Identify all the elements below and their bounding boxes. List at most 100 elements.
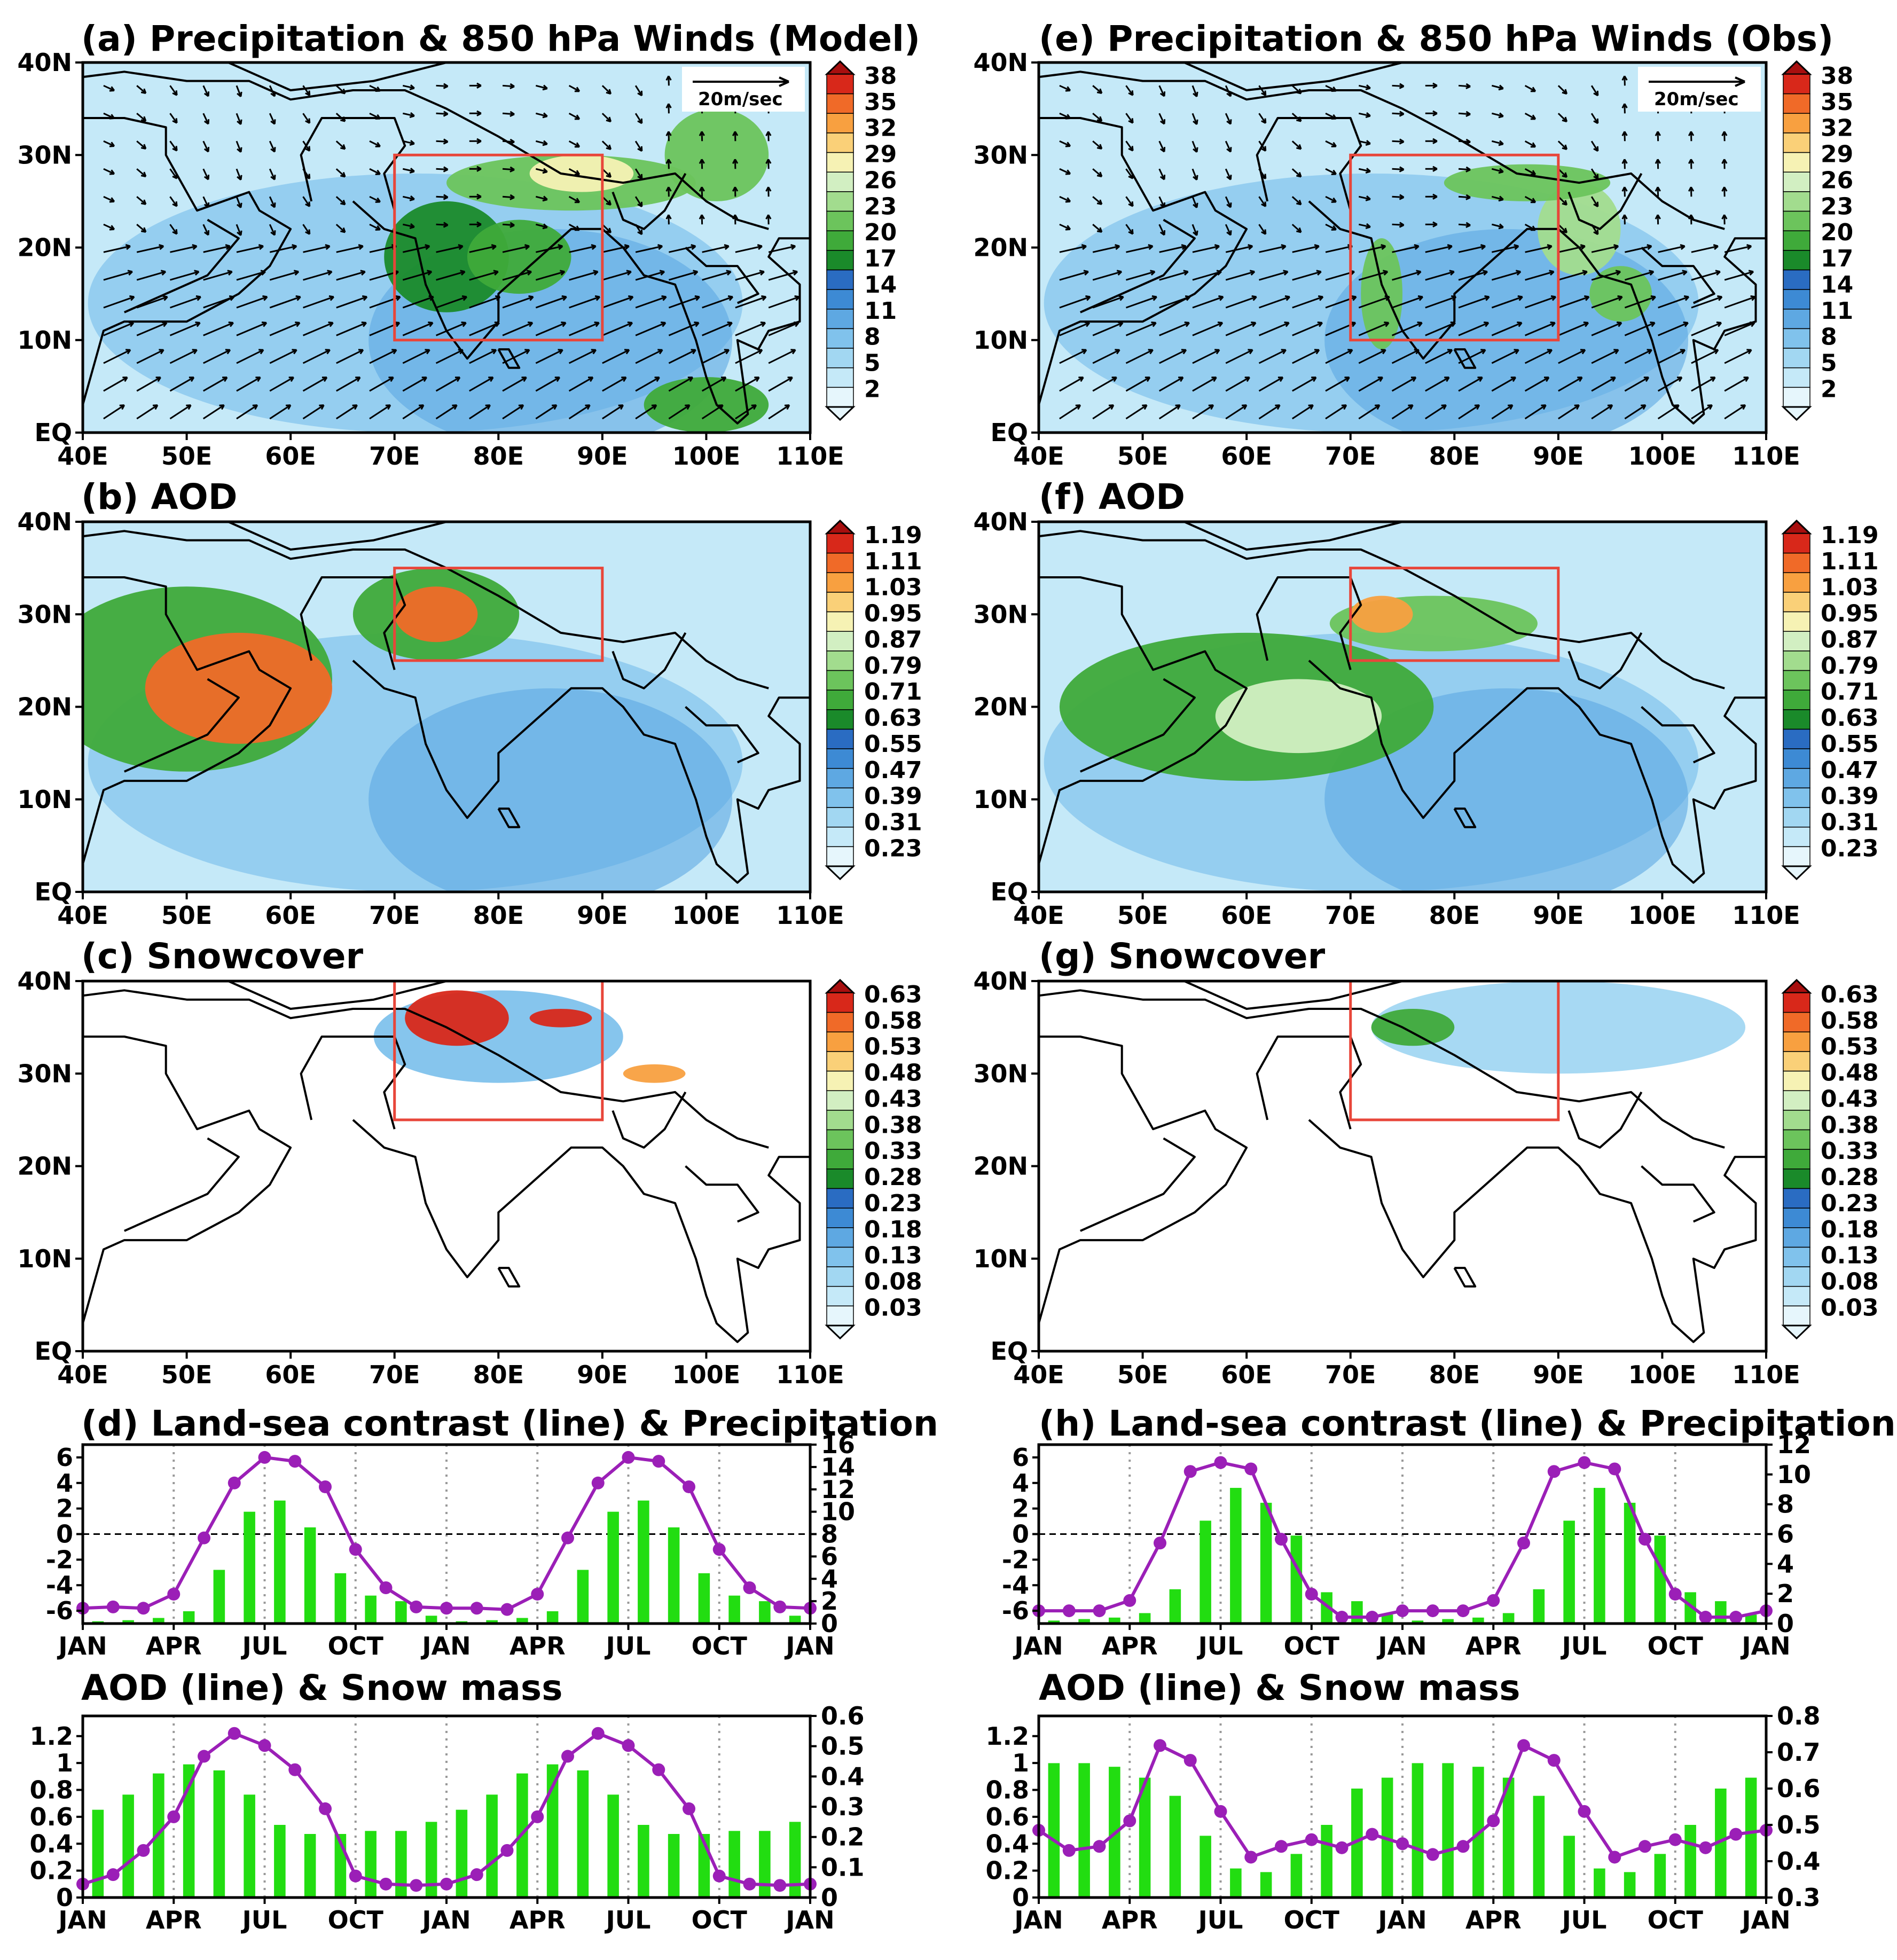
data-bar [183, 1611, 195, 1624]
wind-arrow [634, 85, 643, 96]
wind-arrow [1225, 85, 1232, 97]
wind-arrow-head [395, 295, 401, 301]
left-tick-label: 0 [1012, 1883, 1029, 1912]
wind-arrow-head [1577, 377, 1583, 382]
wind-arrow [236, 168, 242, 181]
data-bar [577, 1570, 589, 1624]
wind-arrow-head [1417, 322, 1423, 327]
wind-arrow-head [443, 138, 449, 145]
wind-arrow [1092, 168, 1102, 177]
wind-arrow-head [1484, 295, 1490, 301]
wind-arrow [302, 113, 311, 124]
wind-arrow [502, 271, 532, 281]
wind-arrow-head [1682, 270, 1688, 276]
panel-title-g: (g) Snowcover [1039, 936, 1326, 977]
wind-arrow [1225, 322, 1256, 336]
wind-arrow [1558, 322, 1589, 336]
wind-arrow-head [732, 214, 739, 219]
wind-arrow-head [561, 295, 567, 301]
wind-arrow [1391, 322, 1423, 336]
wind-arrow-head [155, 377, 161, 382]
wind-arrow-head [228, 322, 234, 327]
wind-arrow-head [1610, 377, 1616, 382]
colorbar-swatch [1783, 1090, 1810, 1111]
lat-tick-label: 10N [17, 1244, 72, 1273]
wind-arrow-head [1547, 349, 1553, 355]
wind-arrow [502, 140, 515, 143]
colorbar-label: 1.03 [864, 574, 922, 601]
wind-arrow [1291, 404, 1314, 420]
wind-arrow [1258, 113, 1267, 124]
coastline [612, 632, 687, 689]
month-label: JAN [784, 1906, 834, 1934]
lon-tick-label: 100E [672, 901, 740, 930]
wind-arrow [1491, 112, 1504, 117]
wind-arrow-head [542, 195, 548, 202]
left-tick-label: -6 [1002, 1596, 1029, 1625]
wind-arrow-head [1621, 75, 1628, 81]
wind-arrow [103, 112, 115, 119]
wind-arrow [469, 245, 497, 253]
colorbar: 0.630.580.530.480.430.380.330.280.230.18… [1781, 978, 1879, 1340]
line-point [683, 1480, 695, 1493]
colorbar-swatch [826, 171, 854, 192]
wind-arrow-head [606, 144, 612, 151]
wind-arrow [1524, 112, 1536, 120]
wind-arrow-head [258, 349, 264, 355]
left-tick-label: 0.8 [30, 1776, 74, 1805]
wind-arrow [1159, 349, 1187, 364]
map-field [1039, 522, 1766, 892]
wind-arrow-head [1416, 270, 1422, 276]
line-point [622, 1451, 635, 1464]
wind-arrow-head [237, 202, 242, 208]
colorbar-swatch [826, 826, 854, 848]
analysis-box [1349, 567, 1560, 662]
wind-arrow-head [1083, 270, 1089, 276]
line-point [500, 1603, 514, 1616]
wind-arrow [701, 349, 730, 364]
wind-arrow-head [192, 244, 198, 250]
wind-arrow-head [699, 186, 705, 192]
wind-arrow-head [270, 119, 276, 125]
lat-tick-label: 20N [17, 1152, 72, 1181]
wind-arrow [634, 140, 643, 152]
wind-arrow [569, 296, 600, 309]
wind-arrow [1591, 296, 1622, 309]
wind-arrow [1125, 140, 1134, 152]
month-label: APR [1102, 1632, 1158, 1660]
wind-arrow [1192, 245, 1220, 253]
line-point [1487, 1594, 1500, 1607]
wind-arrow [1358, 84, 1371, 89]
panel-title-d: (d) Land-sea contrast (line) & Precipita… [81, 1403, 938, 1444]
wind-arrow [1325, 349, 1353, 364]
wind-arrow-head [1365, 112, 1371, 118]
wind-arrow-head [1498, 195, 1504, 202]
wind-arrow [1325, 245, 1353, 253]
wind-arrow-head [1480, 244, 1486, 250]
wind-arrow [1158, 168, 1165, 180]
field-blob [1589, 266, 1652, 322]
wind-arrow [1358, 140, 1371, 145]
wind-arrow-head [1498, 223, 1504, 230]
wind-arrow-head [787, 377, 793, 382]
colorbar-label: 0.23 [1821, 835, 1879, 862]
wind-arrow-head [428, 322, 434, 327]
wind-arrow [1158, 85, 1165, 97]
wind-arrow [103, 404, 125, 420]
line-point [410, 1600, 423, 1613]
wind-arrow-head [1498, 168, 1504, 174]
lon-tick-label: 110E [1732, 1360, 1800, 1389]
month-label: JUL [605, 1632, 651, 1660]
coastline [1641, 247, 1715, 304]
wind-arrow-head [637, 174, 643, 180]
wind-arrow-head [122, 377, 128, 382]
data-bar [1048, 1763, 1060, 1898]
wind-arrow [1624, 404, 1647, 420]
wind-arrow [1458, 140, 1471, 143]
wind-arrow [236, 113, 242, 125]
colorbar-label: 0.28 [1821, 1164, 1879, 1191]
wind-arrow [1126, 271, 1155, 281]
month-label: JAN [420, 1632, 471, 1660]
wind-arrow [668, 271, 698, 281]
wind-arrow-head [1118, 322, 1124, 327]
